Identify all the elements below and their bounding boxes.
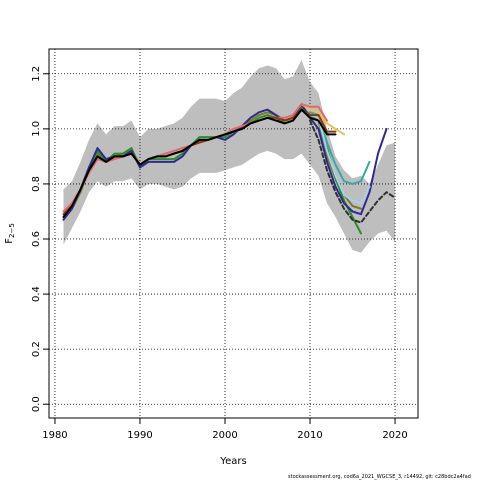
y-tick-label: 0.6 xyxy=(31,231,42,247)
confidence-band xyxy=(63,60,395,253)
x-tick-label: 1990 xyxy=(127,430,152,441)
x-tick-label: 2000 xyxy=(212,430,237,441)
x-axis-title: Years xyxy=(219,456,246,467)
y-tick-label: 0.2 xyxy=(31,341,42,357)
series-line-6 xyxy=(300,103,345,136)
y-tick-label: 0.0 xyxy=(31,396,42,412)
series-line-10 xyxy=(309,119,396,224)
y-tick-label: 0.8 xyxy=(31,176,42,192)
x-tick-label: 2020 xyxy=(382,430,407,441)
y-axis-title: F2−5 xyxy=(4,223,16,244)
plot-frame xyxy=(48,48,419,419)
x-axis: 1980 1990 2000 2010 2020 xyxy=(42,418,408,441)
y-axis-title-subscript: 2−5 xyxy=(8,223,16,238)
series-line-9 xyxy=(62,108,337,218)
x-tick-label: 1980 xyxy=(42,430,67,441)
confidence-band-area xyxy=(63,60,395,253)
y-axis: 0.0 0.2 0.4 0.6 0.8 1.0 1.2 xyxy=(31,66,49,412)
y-tick-label: 1.0 xyxy=(31,121,42,137)
series-lines xyxy=(62,103,396,235)
y-tick-label: 0.4 xyxy=(31,286,42,302)
y-tick-label: 1.2 xyxy=(31,66,42,82)
footer-credit: stockassessment.org, cod6a_2021_WGCSE_3,… xyxy=(288,474,471,480)
x-tick-label: 2010 xyxy=(297,430,322,441)
y-axis-title-main: F xyxy=(4,238,15,244)
